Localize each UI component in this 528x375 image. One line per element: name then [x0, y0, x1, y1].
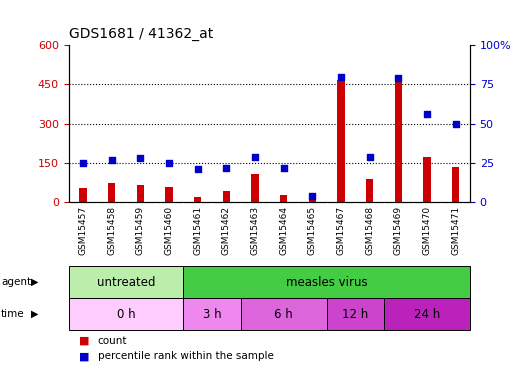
Text: GSM15469: GSM15469 [394, 206, 403, 255]
Text: GSM15465: GSM15465 [308, 206, 317, 255]
Text: percentile rank within the sample: percentile rank within the sample [98, 351, 274, 361]
Text: GSM15458: GSM15458 [107, 206, 116, 255]
Text: GSM15468: GSM15468 [365, 206, 374, 255]
Bar [251, 174, 259, 202]
Text: ▶: ▶ [31, 277, 38, 287]
Text: ■: ■ [79, 351, 90, 361]
Point [337, 74, 345, 80]
Text: time: time [1, 309, 25, 319]
Text: untreated: untreated [97, 276, 155, 289]
Text: 6 h: 6 h [274, 308, 293, 321]
Text: 0 h: 0 h [117, 308, 135, 321]
Point [165, 160, 173, 166]
Bar [241, 298, 327, 330]
Point [451, 121, 460, 127]
Bar [337, 81, 345, 203]
Point [394, 75, 402, 81]
Point [279, 165, 288, 171]
Point [423, 111, 431, 117]
Bar [395, 82, 402, 203]
Point [222, 165, 231, 171]
Bar [309, 198, 316, 202]
Bar [69, 298, 183, 330]
Bar [327, 298, 384, 330]
Text: GSM15467: GSM15467 [336, 206, 345, 255]
Text: measles virus: measles virus [286, 276, 367, 289]
Bar [165, 187, 173, 202]
Text: GSM15459: GSM15459 [136, 206, 145, 255]
Bar [384, 298, 470, 330]
Bar [108, 183, 115, 203]
Point [365, 154, 374, 160]
Point [136, 155, 145, 161]
Text: GSM15461: GSM15461 [193, 206, 202, 255]
Bar [183, 266, 470, 298]
Text: GSM15457: GSM15457 [79, 206, 88, 255]
Point [107, 157, 116, 163]
Text: count: count [98, 336, 127, 345]
Bar [223, 190, 230, 202]
Text: 12 h: 12 h [342, 308, 369, 321]
Bar [194, 197, 201, 202]
Text: ■: ■ [79, 336, 90, 345]
Point [308, 193, 316, 199]
Text: agent: agent [1, 277, 31, 287]
Bar [183, 298, 241, 330]
Bar [452, 167, 459, 202]
Text: ▶: ▶ [31, 309, 38, 319]
Bar [69, 266, 183, 298]
Point [193, 166, 202, 172]
Text: 3 h: 3 h [203, 308, 221, 321]
Bar [280, 195, 287, 202]
Bar [79, 188, 87, 202]
Text: 24 h: 24 h [414, 308, 440, 321]
Text: GSM15464: GSM15464 [279, 206, 288, 255]
Bar [366, 179, 373, 203]
Text: GSM15470: GSM15470 [422, 206, 431, 255]
Bar [423, 157, 430, 203]
Bar [137, 185, 144, 202]
Text: GSM15463: GSM15463 [250, 206, 259, 255]
Text: GSM15460: GSM15460 [164, 206, 174, 255]
Point [79, 160, 87, 166]
Text: GSM15471: GSM15471 [451, 206, 460, 255]
Text: GSM15462: GSM15462 [222, 206, 231, 255]
Point [251, 154, 259, 160]
Text: GDS1681 / 41362_at: GDS1681 / 41362_at [69, 27, 213, 41]
